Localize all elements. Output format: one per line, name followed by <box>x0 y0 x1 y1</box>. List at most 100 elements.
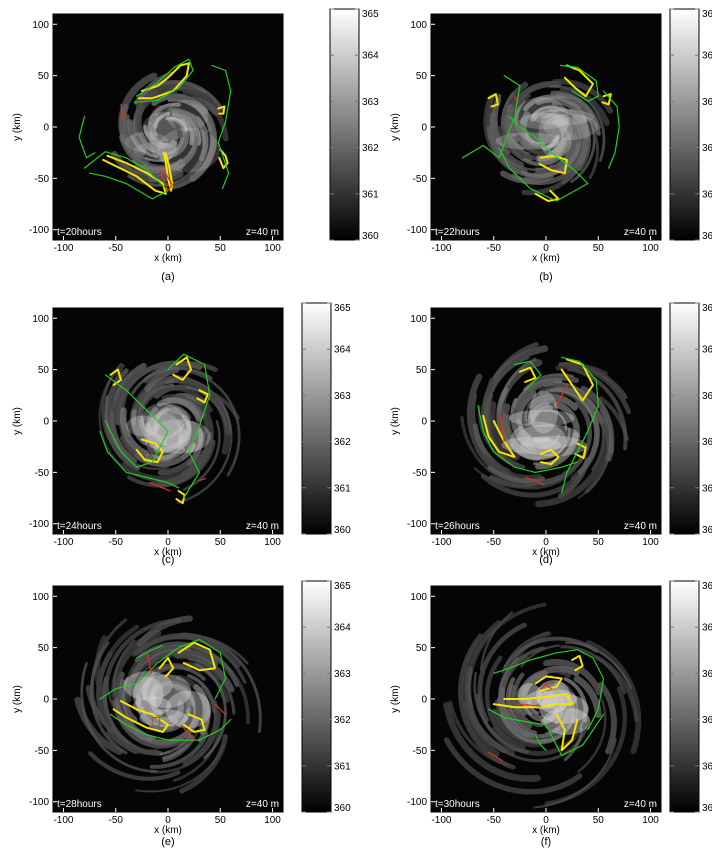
contour-line <box>183 727 195 741</box>
height-label: z=40 m <box>246 799 279 810</box>
colorbar <box>669 8 700 241</box>
colorbar-tick-label: 363 <box>334 391 351 402</box>
colorbar-tick-label: 365 <box>702 581 712 592</box>
colorbar-tick-label: 365 <box>334 581 351 592</box>
contour-line <box>514 360 542 391</box>
panel-caption: (d) <box>539 554 552 566</box>
y-axis-label: y (km) <box>390 113 401 141</box>
grayscale-field <box>460 342 632 508</box>
colorbar-tick-label: 361 <box>702 761 712 772</box>
x-tick-label: -100 <box>53 815 73 826</box>
contour-line <box>518 366 537 383</box>
y-tick-label: 100 <box>410 20 427 31</box>
contour-line <box>133 58 194 103</box>
y-axis-label: y (km) <box>390 407 401 435</box>
x-tick-label: -50 <box>487 537 502 548</box>
y-tick-label: 0 <box>43 417 49 428</box>
contour-line <box>182 713 206 733</box>
contour-line <box>461 75 521 159</box>
contour-line <box>120 103 124 120</box>
y-tick-label: 50 <box>38 365 50 376</box>
contour-line <box>177 641 216 672</box>
contour-line <box>571 654 584 672</box>
contour-line <box>538 154 568 175</box>
colorbar-tick-label: 362 <box>334 437 351 448</box>
contour-line <box>561 356 599 494</box>
y-tick-label: -50 <box>413 468 428 479</box>
colorbar-tick-label: 361 <box>362 189 379 200</box>
contour-line <box>540 684 552 690</box>
y-tick-label: -50 <box>35 468 50 479</box>
height-label: z=40 m <box>624 799 657 810</box>
x-tick-label: 0 <box>543 243 549 254</box>
x-tick-label: -50 <box>109 815 124 826</box>
contour-line <box>560 64 599 102</box>
contour-line <box>602 90 620 169</box>
x-tick-label: -50 <box>487 815 502 826</box>
contour-line <box>102 154 167 195</box>
contour-line <box>198 477 207 482</box>
contour-line <box>109 368 122 386</box>
x-axis-label: x (km) <box>532 825 560 836</box>
y-tick-label: 0 <box>421 417 427 428</box>
contour-line <box>109 713 232 741</box>
y-tick-label: 100 <box>32 592 49 603</box>
y-axis-label: y (km) <box>390 685 401 713</box>
colorbar-tick-label: 364 <box>702 345 712 356</box>
y-tick-label: -50 <box>413 746 428 757</box>
colorbar <box>301 580 332 813</box>
contour-line <box>99 430 180 489</box>
colorbar-tick-label: 362 <box>702 715 712 726</box>
contour-line <box>539 448 560 466</box>
panel-caption: (c) <box>162 554 175 566</box>
y-tick-label: -50 <box>35 746 50 757</box>
x-tick-label: 0 <box>165 243 171 254</box>
contour-line <box>135 438 164 464</box>
colorbar-tick-label: 365 <box>702 9 712 20</box>
contour-line <box>555 713 579 752</box>
height-label: z=40 m <box>624 227 657 238</box>
colorbar-tick-label: 365 <box>362 9 379 20</box>
y-axis-label: y (km) <box>12 685 23 713</box>
colorbar <box>301 302 332 535</box>
x-axis-label: x (km) <box>154 547 182 558</box>
contour-line <box>158 656 175 678</box>
colorbar <box>669 580 700 813</box>
y-tick-label: -100 <box>407 225 427 236</box>
x-tick-label: 100 <box>264 537 281 548</box>
y-tick-label: -100 <box>407 519 427 530</box>
x-tick-label: 100 <box>642 537 659 548</box>
x-tick-label: -50 <box>109 537 124 548</box>
time-label: t=24hours <box>57 521 102 532</box>
contour-line <box>498 116 589 202</box>
x-tick-label: 0 <box>165 815 171 826</box>
contour-line <box>99 638 227 700</box>
x-tick-label: -50 <box>487 243 502 254</box>
panel-f: -100 -50 0 50 100 -100 -50 0 50 100 x (km) y (km) t=… <box>390 580 712 848</box>
colorbar-tick-label: 364 <box>334 623 351 634</box>
contour-line <box>218 148 229 170</box>
time-label: t=20hours <box>57 227 102 238</box>
contour-line <box>492 692 574 709</box>
x-axis-label: x (km) <box>532 547 560 558</box>
x-tick-label: 50 <box>593 243 605 254</box>
colorbar-tick-label: 360 <box>334 525 351 536</box>
colorbar-tick-label: 363 <box>334 669 351 680</box>
y-tick-label: -100 <box>407 797 427 808</box>
panel-d: -100 -50 0 50 100 -100 -50 0 50 100 x (km) y (km) t=… <box>390 302 712 566</box>
time-label: t=28hours <box>57 799 102 810</box>
y-axis-label: y (km) <box>12 407 23 435</box>
colorbar-tick-label: 364 <box>702 51 712 62</box>
colorbar-tick-label: 362 <box>702 143 712 154</box>
contour-line <box>563 64 594 98</box>
contour-line <box>574 442 587 459</box>
panel-caption: (f) <box>541 836 551 848</box>
time-label: t=22hours <box>435 227 480 238</box>
y-tick-label: -50 <box>413 174 428 185</box>
contour-line <box>146 652 152 674</box>
time-label: t=30hours <box>435 799 480 810</box>
y-tick-label: 100 <box>32 314 49 325</box>
plot-area <box>53 308 283 534</box>
height-label: z=40 m <box>624 521 657 532</box>
colorbar-tick-label: 361 <box>334 483 351 494</box>
